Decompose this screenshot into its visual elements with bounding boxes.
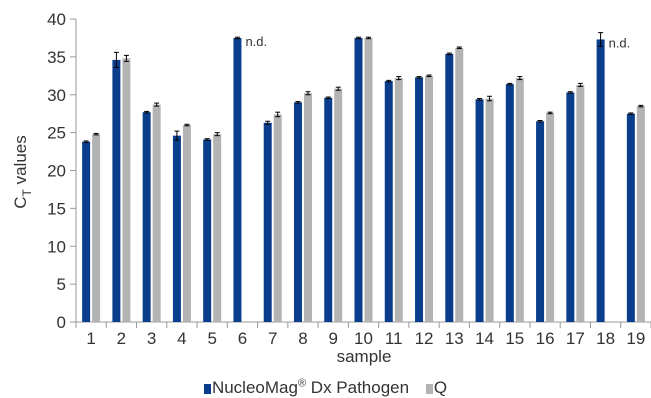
bar-q: [425, 75, 434, 322]
legend-label-q: Q: [433, 377, 448, 397]
bar-nucleomag: [263, 122, 272, 322]
legend-swatch-nucleomag: [203, 383, 211, 394]
x-tick-label: 7: [268, 329, 277, 348]
legend-swatch-q: [425, 383, 433, 394]
x-tick-label: 6: [238, 329, 247, 348]
bar-nucleomag: [172, 135, 181, 322]
legend-item-q: Q: [425, 377, 448, 398]
bar-nucleomag: [384, 81, 393, 323]
x-tick-label: 4: [177, 329, 186, 348]
bar-q: [485, 98, 494, 322]
legend-label-nucleomag: NucleoMag® Dx Pathogen: [211, 377, 410, 397]
bar-q: [122, 58, 131, 322]
x-tick-label: 16: [536, 329, 555, 348]
bar-q: [334, 88, 343, 322]
bar-nucleomag: [293, 102, 302, 322]
x-tick-label: 5: [207, 329, 216, 348]
chart-bars: [82, 37, 645, 323]
bar-nucleomag: [354, 37, 363, 322]
bar-nucleomag: [415, 77, 424, 322]
bar-nucleomag: [505, 84, 514, 323]
chart-error-bars: [83, 32, 644, 143]
bar-q: [273, 114, 282, 322]
y-tick-labels: 0 5 10 15 20 25 30 35 40: [47, 10, 66, 332]
bar-q: [576, 84, 585, 322]
x-tick-label: 15: [505, 329, 524, 348]
x-tick-label: 9: [329, 329, 338, 348]
bar-q: [455, 47, 464, 322]
chart-annotations: n.d. n.d.: [245, 34, 630, 51]
x-tick-label: 8: [298, 329, 307, 348]
x-tick-label: 11: [385, 329, 403, 348]
x-tick-label: 13: [445, 329, 464, 348]
bar-q: [364, 37, 373, 322]
bar-nucleomag: [112, 59, 121, 322]
bar-q: [546, 112, 555, 323]
x-tick-label: 18: [596, 329, 615, 348]
bar-q: [182, 125, 191, 322]
x-tick-label: 12: [415, 329, 434, 348]
bar-nucleomag: [142, 112, 151, 322]
bar-q: [213, 134, 222, 322]
bar-q: [152, 104, 161, 322]
bar-nucleomag: [445, 53, 454, 322]
bar-nucleomag: [596, 39, 605, 322]
y-tick-label: 35: [47, 48, 66, 67]
y-tick-label: 10: [47, 237, 66, 256]
x-tick-label: 1: [86, 329, 95, 348]
y-axis-title: CT values: [11, 135, 34, 209]
x-tick-label: 19: [626, 329, 645, 348]
y-tick-label: 15: [47, 199, 66, 218]
bar-nucleomag: [203, 139, 212, 322]
bar-q: [303, 93, 312, 322]
annotation-not-detected: n.d.: [609, 35, 631, 50]
bar-q: [394, 78, 403, 323]
bar-nucleomag: [626, 113, 635, 322]
y-tick-label: 25: [47, 124, 66, 143]
bar-nucleomag: [324, 97, 333, 322]
y-tick-label: 0: [57, 313, 66, 332]
y-tick-label: 5: [57, 275, 66, 294]
bar-nucleomag: [566, 92, 575, 322]
bar-nucleomag: [233, 37, 242, 322]
x-tick-label: 2: [117, 329, 126, 348]
annotation-not-detected: n.d.: [245, 34, 267, 49]
bar-q: [636, 106, 645, 322]
x-axis-title: sample: [337, 347, 392, 366]
chart-axes: [70, 18, 651, 328]
bar-nucleomag: [475, 99, 484, 322]
bar-nucleomag: [536, 121, 545, 322]
x-tick-label: 10: [354, 329, 373, 348]
x-tick-label: 14: [475, 329, 494, 348]
x-tick-label: 17: [566, 329, 585, 348]
bar-q: [515, 78, 524, 323]
y-tick-label: 40: [47, 10, 66, 29]
bar-nucleomag: [82, 141, 91, 322]
legend-item-nucleomag: NucleoMag® Dx Pathogen: [203, 373, 410, 398]
x-tick-label: 3: [147, 329, 156, 348]
x-tick-labels: 1 2 3 4 5 6 7 8 9 10 11 12 13 14 15 16 17 18 19: [86, 329, 645, 348]
bar-q: [92, 134, 101, 322]
chart-legend: NucleoMag® Dx Pathogen Q: [0, 373, 651, 398]
y-tick-label: 30: [47, 86, 66, 105]
y-tick-label: 20: [47, 162, 66, 181]
